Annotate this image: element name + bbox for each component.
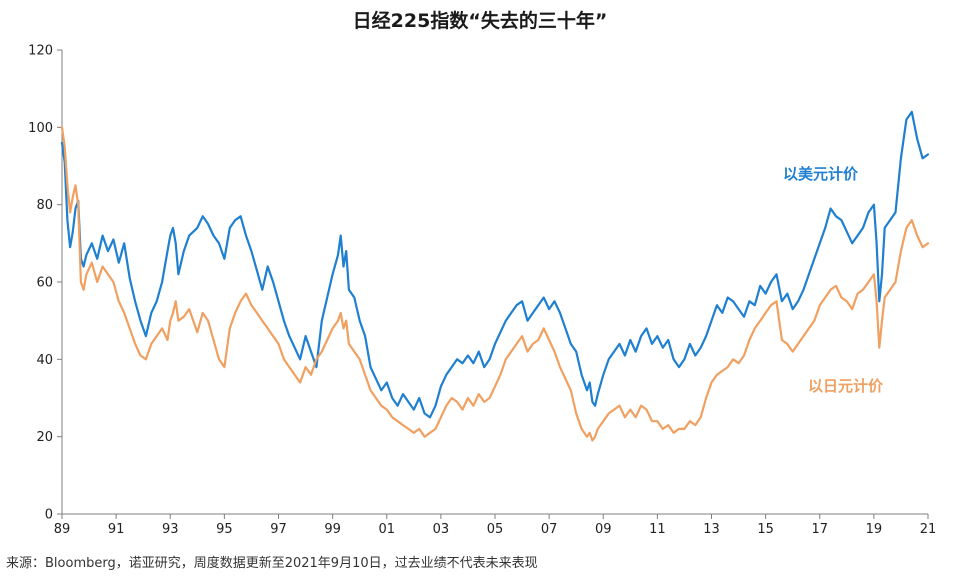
y-tick-label: 100 xyxy=(28,121,53,136)
source-note: 来源：Bloomberg，诺亚研究，周度数据更新至2021年9月10日，过去业绩… xyxy=(6,556,538,571)
x-tick-label: 95 xyxy=(216,522,233,537)
axes: 0 20 40 60 80 100 120 89 91 93 95 97 99 01 03 05 07 09 11 1… xyxy=(28,44,936,538)
y-tick-label: 60 xyxy=(36,276,53,291)
series-label-1: 以日元计价 xyxy=(808,377,884,395)
y-tick-label: 120 xyxy=(28,44,53,59)
series-label-0: 以美元计价 xyxy=(783,165,859,183)
x-tick-label: 89 xyxy=(54,522,71,537)
x-tick-label: 91 xyxy=(108,522,125,537)
x-tick-label: 15 xyxy=(757,522,774,537)
y-tick-label: 0 xyxy=(45,508,53,523)
x-tick-label: 99 xyxy=(324,522,341,537)
chart-title: 日经225指数“失去的三十年” xyxy=(352,10,608,32)
x-tick-label: 03 xyxy=(433,522,450,537)
x-tick-label: 11 xyxy=(649,522,666,537)
x-tick-label: 07 xyxy=(541,522,558,537)
series-line-0 xyxy=(60,110,930,419)
y-tick-label: 40 xyxy=(36,353,53,368)
y-tick-label: 20 xyxy=(36,430,53,445)
x-tick-label: 19 xyxy=(866,522,883,537)
series-line-1 xyxy=(60,126,930,442)
x-tick-label: 13 xyxy=(703,522,720,537)
x-tick-label: 21 xyxy=(920,522,937,537)
series-layer xyxy=(60,110,930,442)
x-tick-label: 93 xyxy=(162,522,179,537)
x-tick-label: 05 xyxy=(487,522,504,537)
x-tick-label: 09 xyxy=(595,522,612,537)
x-tick-label: 17 xyxy=(811,522,828,537)
x-tick-label: 97 xyxy=(270,522,287,537)
y-tick-label: 80 xyxy=(36,198,53,213)
x-tick-label: 01 xyxy=(378,522,395,537)
